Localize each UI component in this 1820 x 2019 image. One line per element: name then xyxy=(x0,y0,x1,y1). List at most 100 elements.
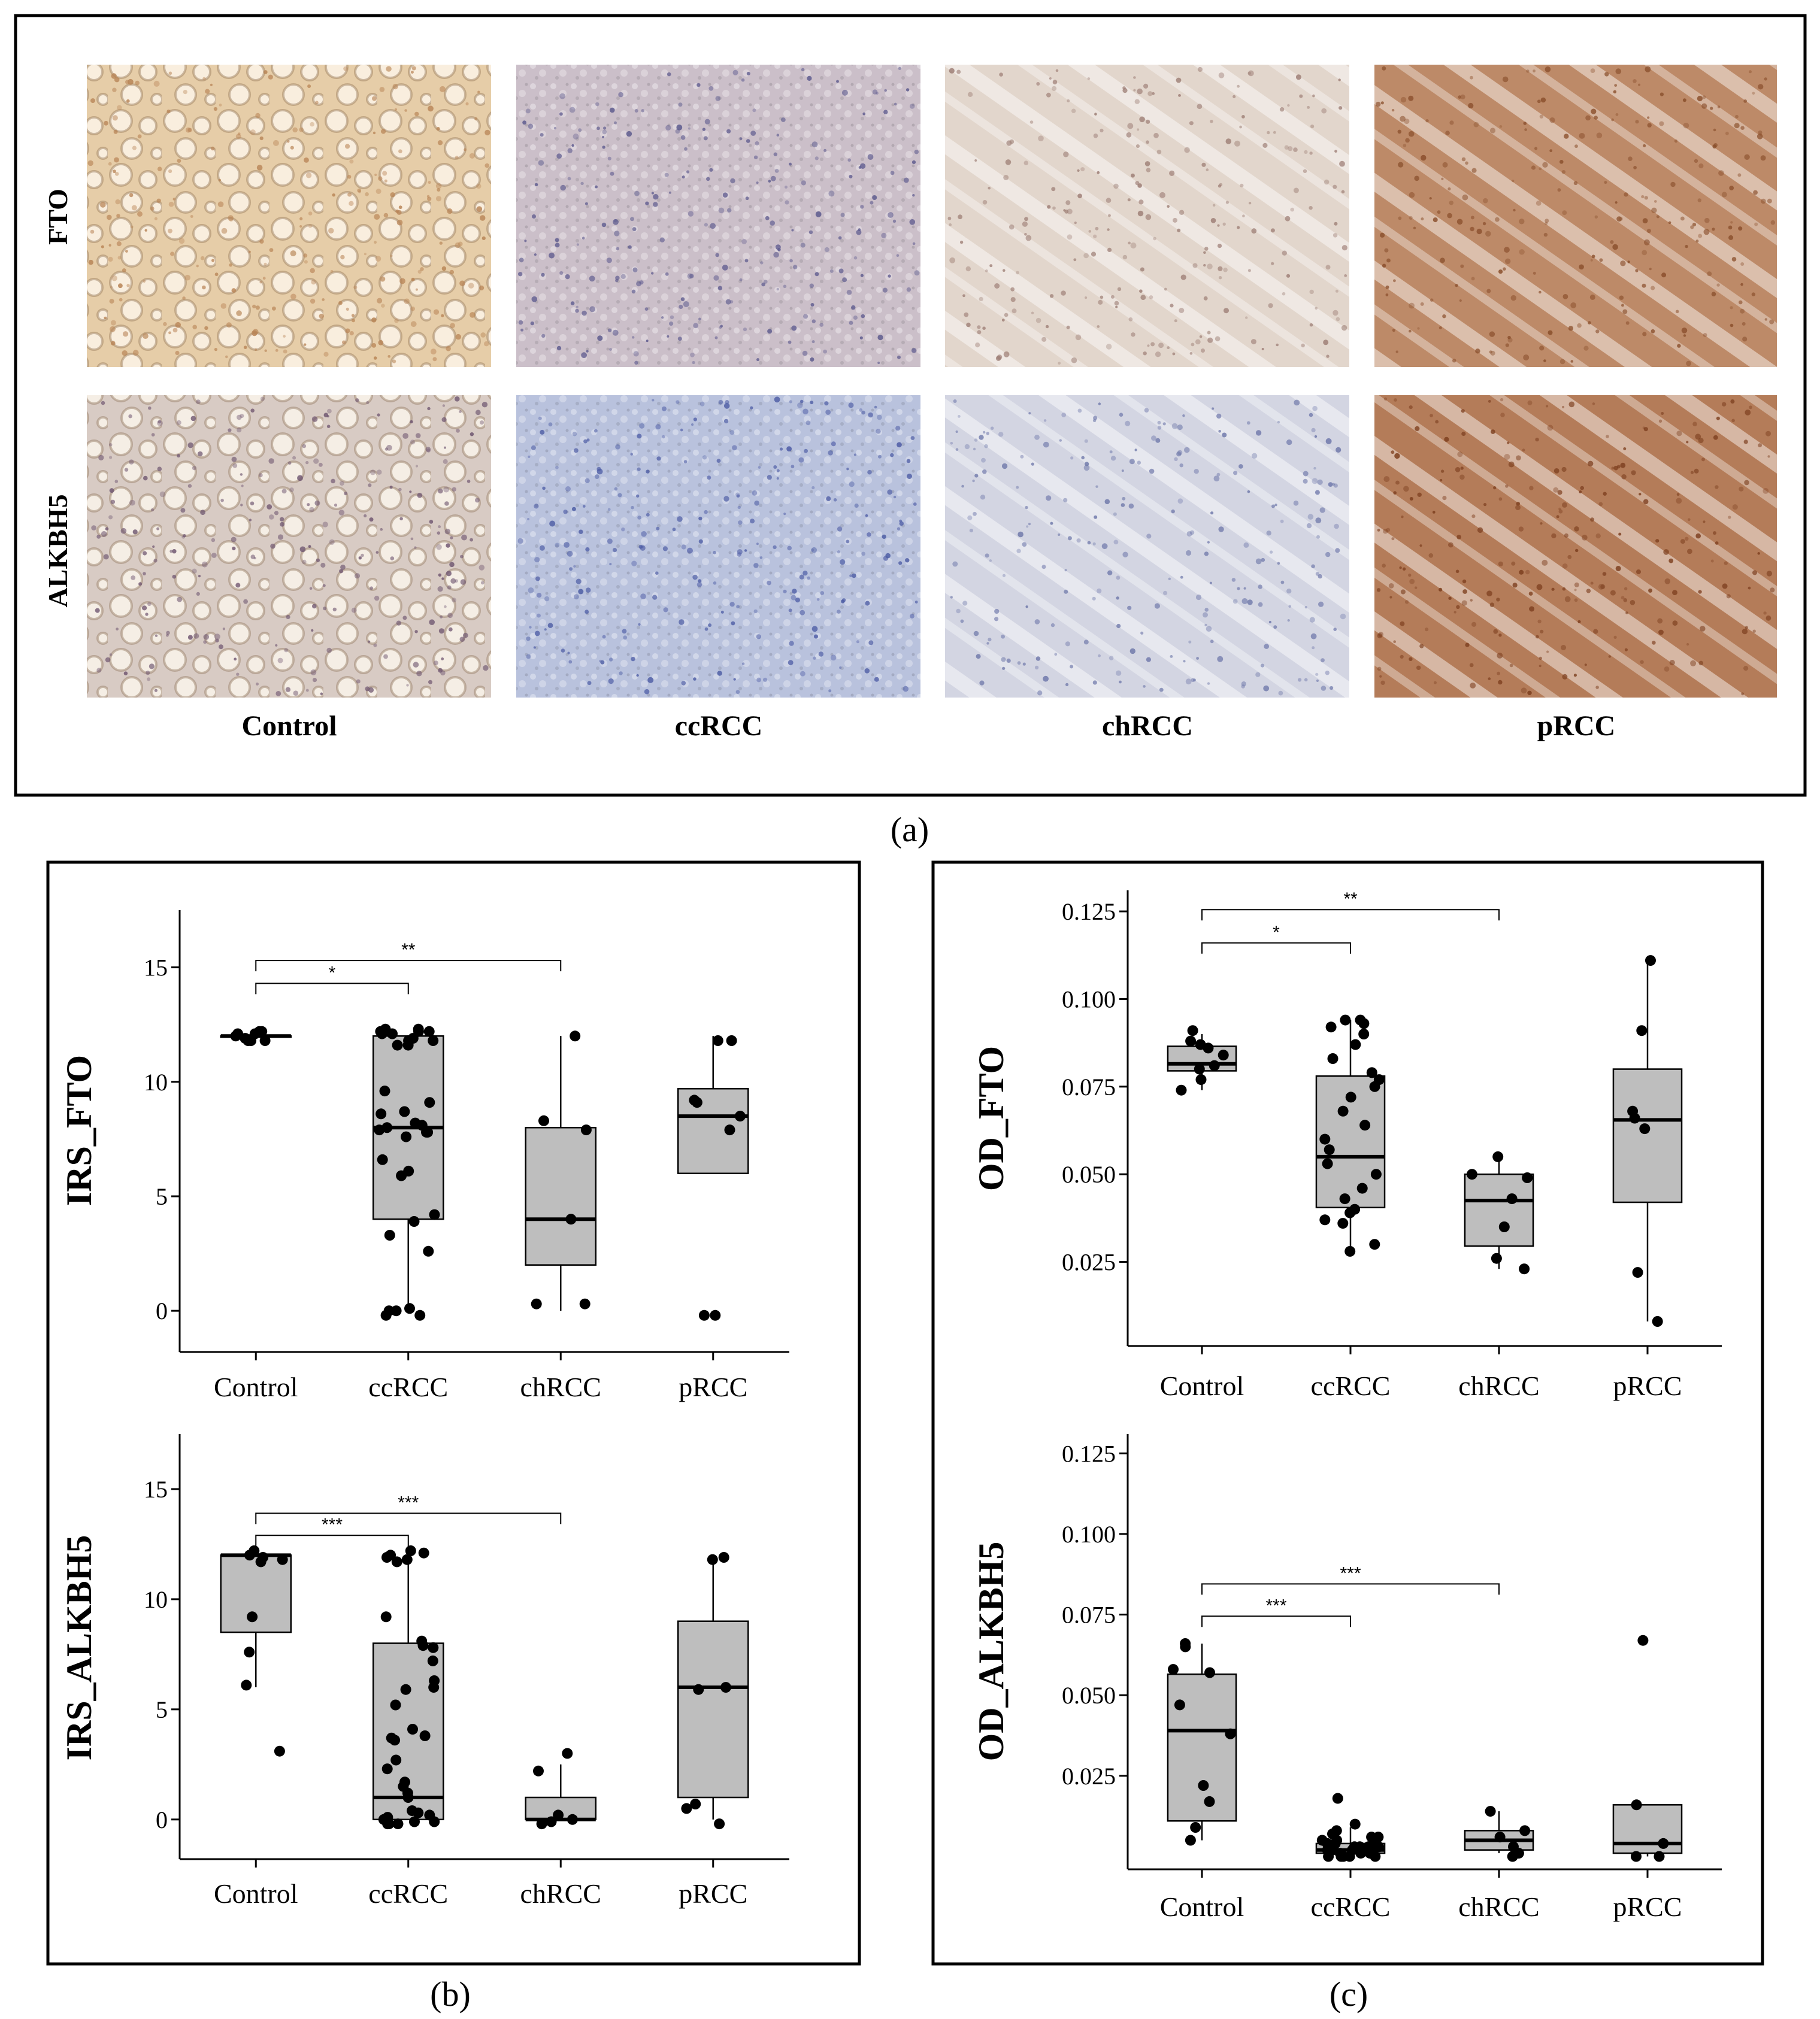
column-label-prcc: pRCC xyxy=(1537,710,1616,742)
data-point xyxy=(423,1026,435,1037)
y-tick-label: 0 xyxy=(156,1298,168,1324)
y-tick-label: 0.075 xyxy=(1062,1602,1116,1629)
data-point xyxy=(232,1028,243,1039)
data-point xyxy=(718,1552,729,1563)
data-point xyxy=(1658,1838,1669,1849)
significance-label: *** xyxy=(1340,1563,1361,1583)
data-point xyxy=(1168,1664,1179,1675)
data-point xyxy=(1369,1239,1380,1250)
data-point xyxy=(553,1809,564,1821)
data-point xyxy=(1185,1835,1196,1846)
significance-label: *** xyxy=(398,1493,419,1512)
data-point xyxy=(244,1647,255,1658)
data-point xyxy=(1209,1060,1220,1071)
data-point xyxy=(1174,1699,1185,1711)
data-point xyxy=(710,1309,721,1321)
data-point xyxy=(428,1642,439,1653)
y-tick-label: 0 xyxy=(156,1806,168,1833)
y-tick-label: 0.100 xyxy=(1062,986,1116,1012)
data-point xyxy=(1654,1851,1665,1862)
data-point xyxy=(1350,1039,1361,1050)
data-point xyxy=(379,1086,390,1097)
box-body xyxy=(1612,1068,1683,1203)
bracket-line xyxy=(255,960,562,972)
data-point xyxy=(429,1209,440,1220)
data-point xyxy=(408,1216,420,1227)
y-tick-label: 0.025 xyxy=(1062,1249,1116,1276)
y-tick-label: 0.125 xyxy=(1062,898,1116,925)
data-point xyxy=(562,1748,573,1759)
data-point xyxy=(1637,1635,1649,1646)
data-point xyxy=(1337,1218,1349,1229)
data-point xyxy=(579,1298,590,1309)
data-point xyxy=(1180,1641,1191,1653)
data-point xyxy=(1340,1014,1351,1026)
data-point xyxy=(428,1035,439,1046)
x-tick-label-prcc: pRCC xyxy=(1613,1891,1682,1922)
data-point xyxy=(724,1124,735,1136)
data-point xyxy=(1629,1112,1640,1124)
data-point xyxy=(1338,1851,1349,1862)
data-point xyxy=(1366,1067,1377,1078)
y-axis-title: IRS_ALKBH5 xyxy=(59,1535,99,1761)
data-point xyxy=(377,1154,388,1165)
significance-bracket: * xyxy=(255,963,409,995)
data-point xyxy=(392,1039,403,1051)
significance-label: ** xyxy=(1343,889,1358,909)
data-point xyxy=(536,1818,547,1830)
significance-bracket: *** xyxy=(255,1515,409,1547)
caption-a: (a) xyxy=(891,810,929,849)
data-point xyxy=(707,1554,718,1565)
data-point xyxy=(720,1682,731,1693)
significance-bracket: ** xyxy=(1201,889,1500,921)
data-point xyxy=(390,1754,402,1766)
panel-b-frame xyxy=(46,860,861,1966)
data-point xyxy=(381,1552,392,1563)
data-point xyxy=(428,1682,440,1693)
x-tick-label-ccrcc: ccRCC xyxy=(1311,1891,1391,1922)
ihc-tile-fto-chrcc xyxy=(945,65,1349,367)
data-point xyxy=(417,1640,429,1651)
data-point xyxy=(1485,1806,1496,1817)
data-point xyxy=(1631,1851,1642,1862)
data-point xyxy=(698,1309,710,1321)
y-tick-label: 10 xyxy=(144,1069,168,1096)
data-point xyxy=(418,1547,429,1559)
ihc-tile-alkbh5-chrcc xyxy=(945,395,1349,698)
data-point xyxy=(407,1724,418,1735)
data-point xyxy=(381,1763,393,1775)
data-point xyxy=(277,1554,288,1565)
data-point xyxy=(1194,1063,1205,1075)
caption-c: (c) xyxy=(1330,1975,1368,2014)
data-point xyxy=(580,1124,592,1136)
box-body xyxy=(677,1620,749,1799)
data-point xyxy=(254,1026,265,1037)
data-point xyxy=(423,1245,434,1257)
y-tick-label: 0.075 xyxy=(1062,1074,1116,1101)
bracket-line xyxy=(255,1512,562,1524)
data-point xyxy=(570,1030,581,1042)
data-point xyxy=(1359,1120,1371,1131)
data-point xyxy=(1519,1825,1531,1836)
data-point xyxy=(422,1126,434,1138)
x-tick-label-control: Control xyxy=(1160,1891,1244,1922)
data-point xyxy=(1507,1851,1518,1862)
x-tick-label-chrcc: chRCC xyxy=(520,1878,601,1909)
data-point xyxy=(1337,1105,1349,1117)
data-point xyxy=(1322,1158,1333,1169)
data-point xyxy=(380,1611,392,1623)
data-point xyxy=(384,1230,395,1241)
data-point xyxy=(1491,1253,1502,1264)
data-point xyxy=(382,1818,393,1830)
data-point xyxy=(1645,955,1656,966)
data-point xyxy=(1636,1025,1648,1036)
data-point xyxy=(690,1799,701,1809)
data-point xyxy=(380,1309,392,1321)
significance-label: * xyxy=(1273,923,1280,942)
bracket-line xyxy=(1201,909,1500,921)
data-point xyxy=(1204,1667,1215,1678)
data-point xyxy=(1358,1018,1370,1029)
ihc-tile-alkbh5-control xyxy=(87,395,491,698)
data-point xyxy=(1632,1267,1643,1278)
